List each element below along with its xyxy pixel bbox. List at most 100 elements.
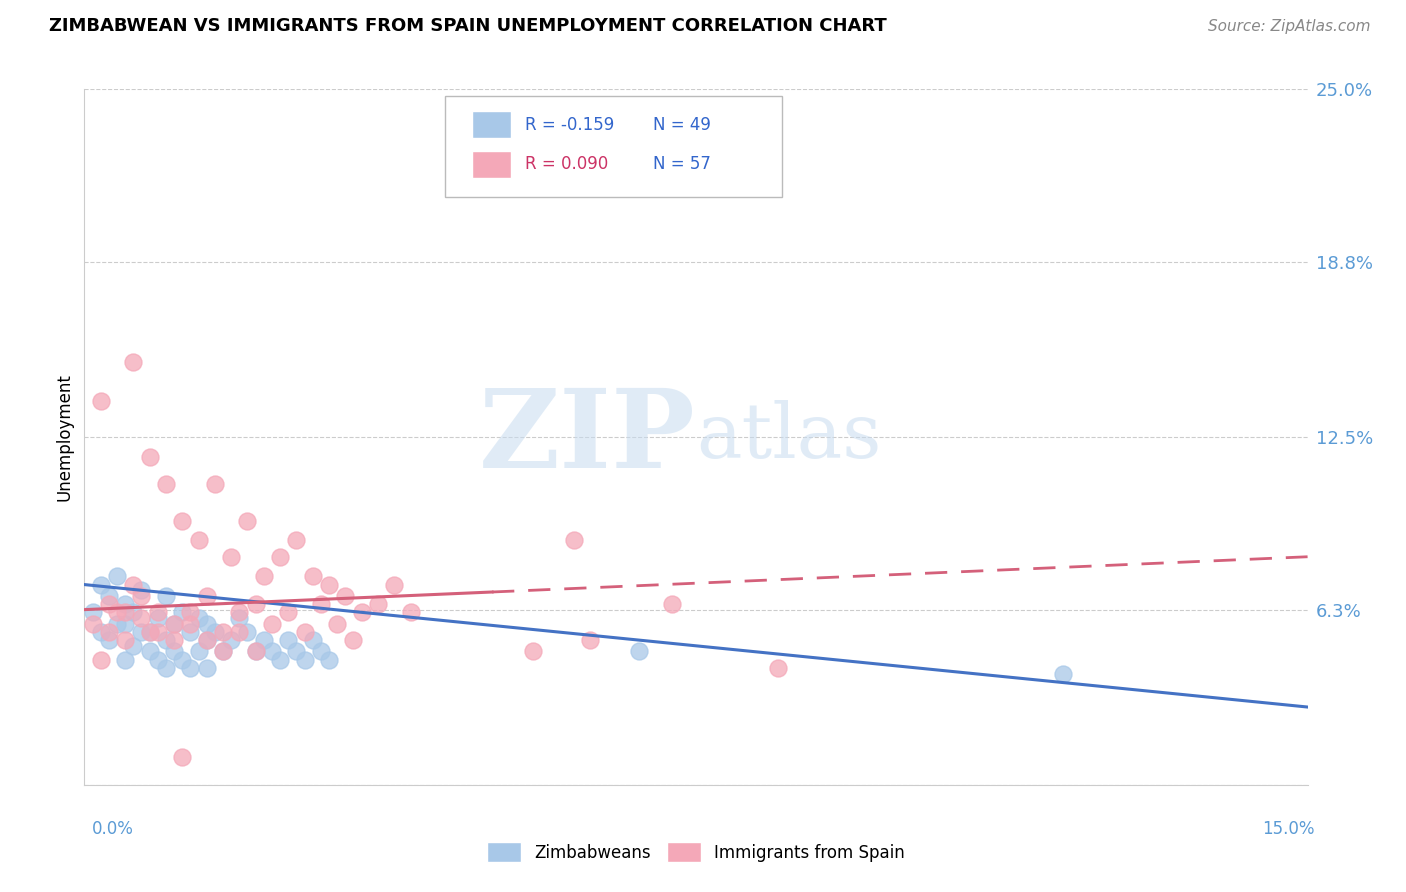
Point <box>179 661 201 675</box>
Point <box>204 477 226 491</box>
Point <box>562 533 585 547</box>
Point <box>367 597 389 611</box>
Point <box>195 633 218 648</box>
Point <box>97 633 120 648</box>
Point <box>131 589 153 603</box>
Point <box>82 616 104 631</box>
Point <box>318 577 340 591</box>
Point <box>172 750 194 764</box>
Point <box>204 624 226 639</box>
Text: N = 57: N = 57 <box>654 155 711 173</box>
Y-axis label: Unemployment: Unemployment <box>55 373 73 501</box>
Point <box>579 633 602 648</box>
Point <box>309 644 332 658</box>
Point <box>661 597 683 611</box>
Point <box>350 606 373 620</box>
Point <box>122 577 145 591</box>
Point <box>105 569 128 583</box>
Text: 0.0%: 0.0% <box>91 820 134 838</box>
Point <box>105 616 128 631</box>
Point <box>97 597 120 611</box>
Point <box>90 624 112 639</box>
Point <box>253 633 276 648</box>
Point <box>114 606 136 620</box>
Point <box>228 611 250 625</box>
Point <box>326 616 349 631</box>
Point <box>342 633 364 648</box>
Point <box>245 597 267 611</box>
Point <box>195 589 218 603</box>
Point <box>114 633 136 648</box>
Point <box>212 644 235 658</box>
Point <box>245 644 267 658</box>
Point <box>318 653 340 667</box>
Bar <box>472 112 512 138</box>
Point <box>131 611 153 625</box>
Point <box>90 577 112 591</box>
Point <box>163 616 186 631</box>
Text: Source: ZipAtlas.com: Source: ZipAtlas.com <box>1208 20 1371 34</box>
Point <box>90 393 112 408</box>
Point <box>195 633 218 648</box>
Point <box>122 355 145 369</box>
Point <box>187 611 209 625</box>
Point <box>131 583 153 598</box>
Point <box>146 611 169 625</box>
Point <box>163 644 186 658</box>
Point <box>131 624 153 639</box>
Point <box>309 597 332 611</box>
Point <box>163 633 186 648</box>
Point <box>114 616 136 631</box>
Point <box>277 606 299 620</box>
Point <box>228 624 250 639</box>
Point <box>260 644 283 658</box>
Point <box>285 533 308 547</box>
Point <box>179 616 201 631</box>
Text: atlas: atlas <box>696 401 882 474</box>
Point <box>1052 666 1074 681</box>
Point <box>212 624 235 639</box>
Point <box>155 589 177 603</box>
Bar <box>472 151 512 178</box>
Point <box>179 624 201 639</box>
Point <box>294 624 316 639</box>
Point <box>114 653 136 667</box>
Point <box>90 653 112 667</box>
Point <box>138 624 160 639</box>
Point <box>138 644 160 658</box>
Point <box>155 477 177 491</box>
Point <box>187 644 209 658</box>
Point <box>219 633 242 648</box>
Point <box>172 653 194 667</box>
Point <box>82 606 104 620</box>
Point <box>399 606 422 620</box>
Point <box>766 661 789 675</box>
Point <box>294 653 316 667</box>
Point <box>269 549 291 564</box>
Point <box>122 639 145 653</box>
Point <box>187 533 209 547</box>
Point <box>335 589 357 603</box>
Point <box>253 569 276 583</box>
Point <box>277 633 299 648</box>
Text: ZIP: ZIP <box>479 384 696 491</box>
Point <box>105 606 128 620</box>
Point <box>245 644 267 658</box>
Text: ZIMBABWEAN VS IMMIGRANTS FROM SPAIN UNEMPLOYMENT CORRELATION CHART: ZIMBABWEAN VS IMMIGRANTS FROM SPAIN UNEM… <box>49 17 887 35</box>
Point <box>97 589 120 603</box>
Point <box>138 450 160 464</box>
Point <box>146 653 169 667</box>
Point <box>138 624 160 639</box>
FancyBboxPatch shape <box>446 96 782 197</box>
Point <box>172 606 194 620</box>
Point <box>382 577 405 591</box>
Point <box>195 616 218 631</box>
Point <box>172 514 194 528</box>
Point <box>269 653 291 667</box>
Point <box>236 624 259 639</box>
Point <box>114 597 136 611</box>
Point <box>179 606 201 620</box>
Point <box>236 514 259 528</box>
Point <box>627 644 650 658</box>
Text: R = 0.090: R = 0.090 <box>524 155 607 173</box>
